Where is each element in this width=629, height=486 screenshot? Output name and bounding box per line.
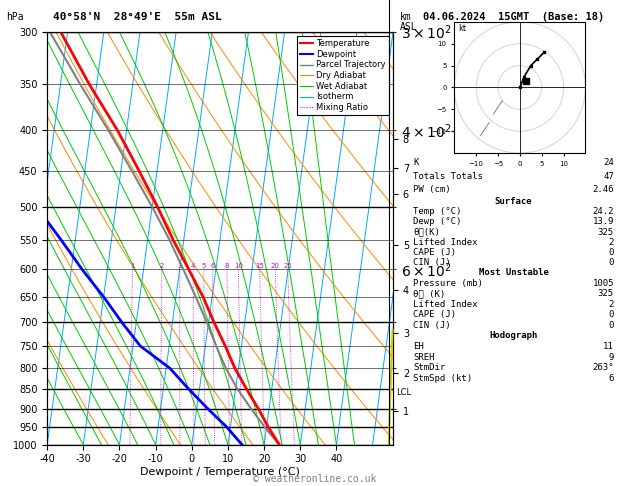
Text: 24.2: 24.2 bbox=[593, 208, 614, 216]
Text: kt: kt bbox=[459, 24, 467, 33]
Text: Lifted Index: Lifted Index bbox=[413, 238, 477, 246]
Text: LCL: LCL bbox=[396, 388, 411, 397]
Text: 0: 0 bbox=[609, 321, 614, 330]
Text: hPa: hPa bbox=[6, 12, 24, 22]
Text: 2: 2 bbox=[160, 263, 164, 269]
Text: SREH: SREH bbox=[413, 353, 435, 362]
Text: θᴄ (K): θᴄ (K) bbox=[413, 289, 445, 298]
Text: 1: 1 bbox=[130, 263, 135, 269]
Text: CAPE (J): CAPE (J) bbox=[413, 248, 456, 257]
Text: © weatheronline.co.uk: © weatheronline.co.uk bbox=[253, 473, 376, 484]
Text: K: K bbox=[413, 158, 418, 167]
Text: 263°: 263° bbox=[593, 364, 614, 372]
Text: 325: 325 bbox=[598, 289, 614, 298]
Text: 25: 25 bbox=[283, 263, 292, 269]
Text: 6: 6 bbox=[211, 263, 215, 269]
X-axis label: Dewpoint / Temperature (°C): Dewpoint / Temperature (°C) bbox=[140, 467, 300, 477]
Text: 47: 47 bbox=[603, 172, 614, 181]
Text: PW (cm): PW (cm) bbox=[413, 186, 451, 194]
Text: 20: 20 bbox=[271, 263, 280, 269]
Text: Lifted Index: Lifted Index bbox=[413, 300, 477, 309]
Text: 0: 0 bbox=[609, 310, 614, 319]
Text: ASL: ASL bbox=[399, 22, 417, 32]
Text: 15: 15 bbox=[255, 263, 264, 269]
Text: StmDir: StmDir bbox=[413, 364, 445, 372]
Text: 9: 9 bbox=[609, 353, 614, 362]
Text: 1005: 1005 bbox=[593, 278, 614, 288]
Text: 11: 11 bbox=[603, 342, 614, 351]
Text: 3: 3 bbox=[177, 263, 182, 269]
Text: 2: 2 bbox=[609, 238, 614, 246]
Text: Pressure (mb): Pressure (mb) bbox=[413, 278, 483, 288]
Text: Surface: Surface bbox=[495, 197, 532, 207]
Text: Most Unstable: Most Unstable bbox=[479, 268, 548, 277]
Text: 4: 4 bbox=[191, 263, 196, 269]
Text: 0: 0 bbox=[609, 258, 614, 267]
Text: CAPE (J): CAPE (J) bbox=[413, 310, 456, 319]
Text: 2.46: 2.46 bbox=[593, 186, 614, 194]
Text: Hodograph: Hodograph bbox=[489, 331, 538, 340]
Text: 10: 10 bbox=[234, 263, 243, 269]
Text: 13.9: 13.9 bbox=[593, 218, 614, 226]
Text: Totals Totals: Totals Totals bbox=[413, 172, 483, 181]
Text: CIN (J): CIN (J) bbox=[413, 258, 451, 267]
Text: StmSpd (kt): StmSpd (kt) bbox=[413, 374, 472, 383]
Text: 5: 5 bbox=[202, 263, 206, 269]
Text: Dewp (°C): Dewp (°C) bbox=[413, 218, 462, 226]
Text: 24: 24 bbox=[603, 158, 614, 167]
Legend: Temperature, Dewpoint, Parcel Trajectory, Dry Adiabat, Wet Adiabat, Isotherm, Mi: Temperature, Dewpoint, Parcel Trajectory… bbox=[297, 36, 389, 115]
Text: 6: 6 bbox=[609, 374, 614, 383]
Text: 8: 8 bbox=[225, 263, 229, 269]
Text: θᴄ(K): θᴄ(K) bbox=[413, 227, 440, 237]
Text: CIN (J): CIN (J) bbox=[413, 321, 451, 330]
Text: km: km bbox=[399, 12, 411, 22]
Text: 04.06.2024  15GMT  (Base: 18): 04.06.2024 15GMT (Base: 18) bbox=[423, 12, 604, 22]
Text: 40°58'N  28°49'E  55m ASL: 40°58'N 28°49'E 55m ASL bbox=[53, 12, 222, 22]
Text: EH: EH bbox=[413, 342, 424, 351]
Text: 325: 325 bbox=[598, 227, 614, 237]
Text: 2: 2 bbox=[609, 300, 614, 309]
Text: 0: 0 bbox=[609, 248, 614, 257]
Text: Temp (°C): Temp (°C) bbox=[413, 208, 462, 216]
